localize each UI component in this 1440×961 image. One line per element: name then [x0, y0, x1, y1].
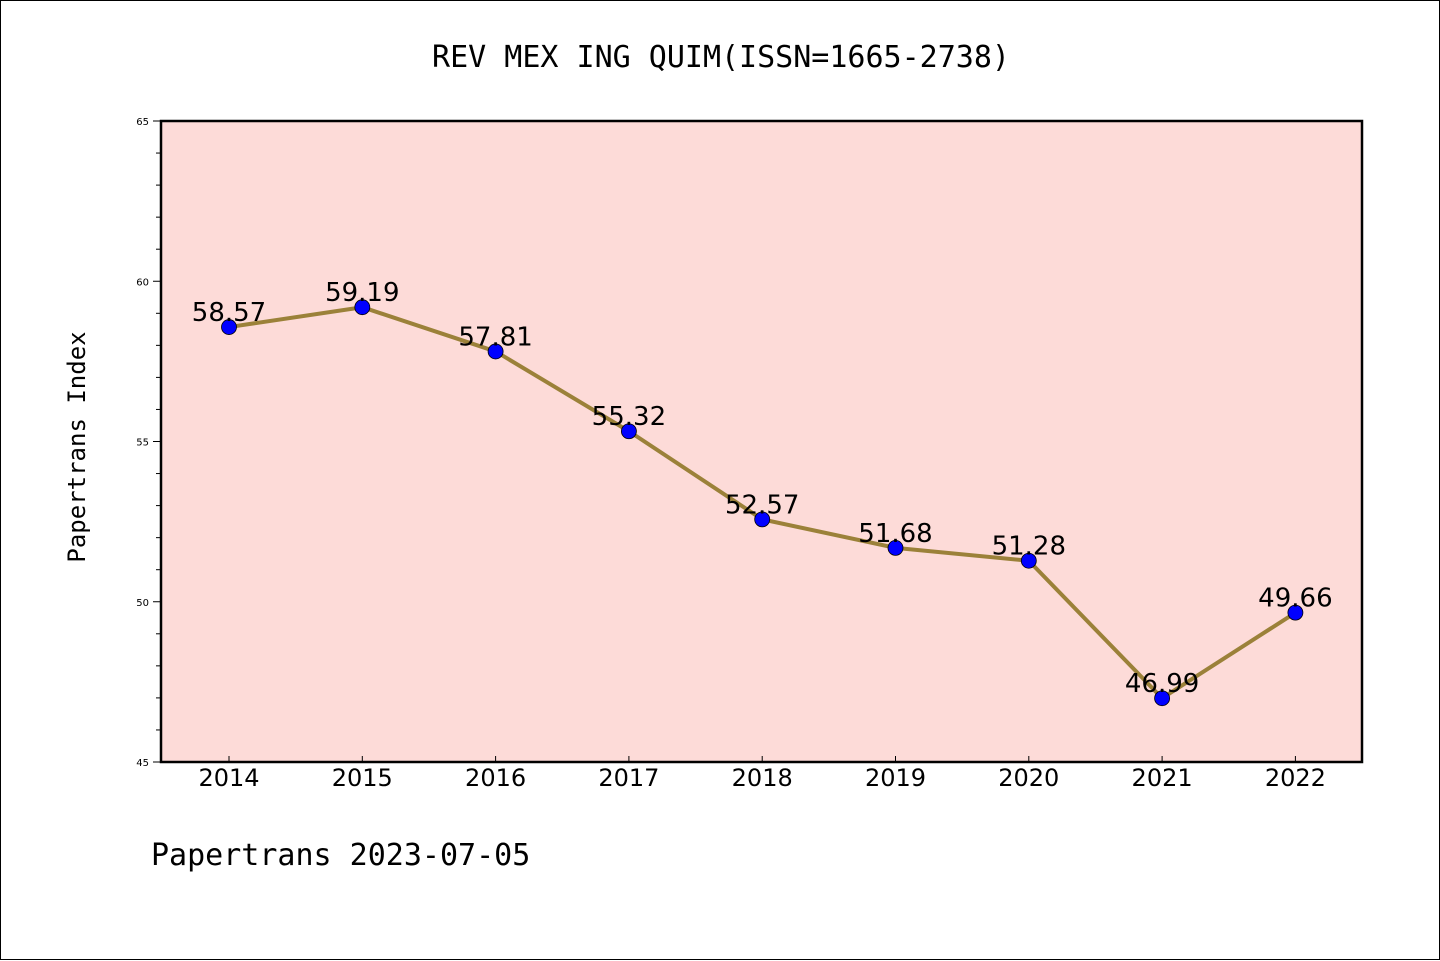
data-label: 57.81: [458, 322, 532, 352]
y-tick-label: 50: [136, 598, 149, 609]
data-label: 52.57: [725, 490, 799, 520]
data-point: [621, 423, 637, 440]
y-tick-label: 55: [136, 438, 149, 449]
x-tick-label: 2016: [465, 764, 526, 792]
data-label: 55.32: [592, 402, 666, 432]
data-point: [487, 343, 504, 360]
x-tick-label: 2015: [332, 764, 393, 792]
y-tick-label: 45: [136, 758, 149, 769]
x-tick-label: 2022: [1265, 764, 1326, 792]
data-label: 59.19: [325, 278, 399, 308]
series-layer: 58.57 59.19 57.81 55.32 52.57 51.68 51.28 46.99…: [192, 278, 1333, 707]
data-point: [354, 299, 371, 316]
data-point: [1020, 552, 1037, 569]
chart-title: REV MEX ING QUIM(ISSN=1665-2738): [432, 40, 1010, 75]
data-point: [887, 540, 904, 556]
data-label: 51.68: [858, 519, 932, 549]
y-tick-label: 60: [136, 277, 149, 288]
x-tick-label: 2017: [598, 764, 659, 792]
x-tick-label: 2020: [998, 764, 1059, 792]
x-tick-label: 2021: [1132, 764, 1193, 792]
y-tick-label: 65: [136, 117, 149, 128]
y-axis: 45 50 55 60 65: [136, 117, 161, 769]
x-tick-label: 2019: [865, 764, 926, 792]
data-label: 58.57: [192, 298, 266, 328]
data-label: 49.66: [1258, 584, 1332, 614]
plot-area: [159, 119, 1364, 764]
data-point: [1287, 604, 1304, 621]
footer-caption: Papertrans 2023-07-05: [151, 838, 530, 873]
data-label: 51.28: [992, 532, 1066, 562]
data-point: [221, 319, 237, 335]
x-axis: 2014 2015 2016 2017 2018 2019 2020 2021 2022: [198, 756, 1326, 792]
x-tick-label: 2018: [732, 764, 793, 792]
x-tick-label: 2014: [198, 764, 259, 792]
data-point: [1154, 690, 1170, 707]
y-axis-title: Papertrans Index: [63, 331, 91, 562]
data-point: [754, 511, 771, 528]
data-label: 46.99: [1125, 669, 1199, 699]
